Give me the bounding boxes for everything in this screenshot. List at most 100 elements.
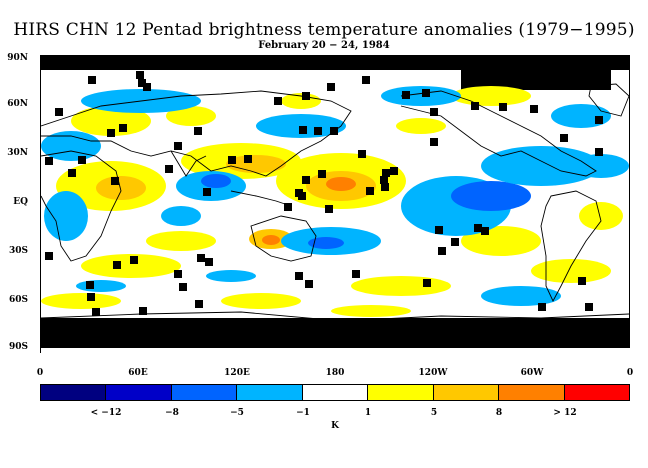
missing-data-square: [86, 281, 94, 289]
colorbar-swatch-5: [368, 385, 434, 400]
missing-data-square: [203, 188, 211, 196]
missing-data-square: [55, 108, 63, 116]
missing-data-square: [107, 129, 115, 137]
missing-data-square: [302, 92, 310, 100]
lat-label-90s: 90S: [8, 342, 28, 352]
missing-data-square: [197, 254, 205, 262]
colorbar-swatch-0: [41, 385, 107, 400]
missing-data-square: [380, 176, 388, 184]
colorbar-label-5: 5: [430, 408, 438, 418]
lon-label-120w: 120W: [418, 368, 448, 378]
missing-data-square: [274, 97, 282, 105]
lat-label-90n: 90N: [7, 53, 28, 63]
missing-data-square: [451, 238, 459, 246]
missing-data-square: [481, 227, 489, 235]
missing-data-square: [422, 89, 430, 97]
missing-data-squares: [45, 71, 603, 316]
missing-data-square: [130, 256, 138, 264]
missing-data-square: [595, 116, 603, 124]
lon-label-120e: 120E: [224, 368, 250, 378]
missing-data-square: [244, 155, 252, 163]
x-tick-0: [40, 348, 41, 353]
missing-data-square: [284, 203, 292, 211]
missing-data-square: [474, 224, 482, 232]
missing-data-square: [92, 308, 100, 316]
missing-data-square: [430, 138, 438, 146]
colorbar: [40, 384, 630, 401]
colorbar-label-lt-minus12: < −12: [90, 408, 122, 418]
colorbar-label-minus8: −8: [165, 408, 179, 418]
missing-data-square: [325, 205, 333, 213]
missing-data-square: [499, 103, 507, 111]
missing-data-square: [423, 279, 431, 287]
colorbar-swatch-3: [237, 385, 303, 400]
missing-data-square: [45, 157, 53, 165]
missing-data-square: [560, 134, 568, 142]
lon-label-180: 180: [325, 368, 345, 378]
colorbar-unit: K: [331, 421, 339, 431]
anomaly-map-canvas: [41, 56, 629, 347]
missing-data-square: [87, 293, 95, 301]
anomaly-patches: [41, 86, 629, 317]
colorbar-swatch-8: [564, 385, 629, 400]
missing-data-square: [358, 150, 366, 158]
colorbar-swatch-6: [433, 385, 500, 400]
colorbar-label-8: 8: [495, 408, 503, 418]
missing-data-square: [438, 247, 446, 255]
lon-label-0-end: 0: [626, 368, 634, 378]
missing-data-square: [402, 91, 410, 99]
missing-data-square: [139, 307, 147, 315]
lon-label-0: 0: [36, 368, 44, 378]
missing-data-square: [362, 76, 370, 84]
lat-label-60n: 60N: [7, 99, 28, 109]
missing-data-square: [530, 105, 538, 113]
missing-data-square: [68, 169, 76, 177]
missing-data-square: [119, 124, 127, 132]
lon-label-60e: 60E: [128, 368, 148, 378]
missing-data-square: [595, 148, 603, 156]
lat-label-30n: 30N: [7, 148, 28, 158]
missing-data-square: [174, 270, 182, 278]
colorbar-label-gt-12: > 12: [553, 408, 577, 418]
missing-data-square: [228, 156, 236, 164]
missing-data-square: [330, 127, 338, 135]
colorbar-label-minus1: −1: [296, 408, 310, 418]
colorbar-swatch-2: [171, 385, 238, 400]
missing-data-square: [585, 303, 593, 311]
arctic-missing-patch: [461, 68, 611, 90]
south-pole-missing: [41, 318, 629, 347]
missing-data-square: [299, 126, 307, 134]
lat-label-60s: 60S: [8, 295, 28, 305]
missing-data-square: [318, 170, 326, 178]
colorbar-swatch-1: [106, 385, 172, 400]
missing-data-square: [113, 261, 121, 269]
missing-data-square: [302, 176, 310, 184]
missing-data-square: [111, 177, 119, 185]
missing-data-square: [305, 280, 313, 288]
missing-data-square: [314, 127, 322, 135]
chart-title: HIRS CHN 12 Pentad brightness temperatur…: [13, 20, 635, 40]
anomaly-map: [40, 55, 630, 348]
colorbar-label-minus5: −5: [230, 408, 244, 418]
chart-subtitle: February 20 − 24, 1984: [258, 40, 390, 51]
missing-data-square: [195, 300, 203, 308]
lat-label-eq: EQ: [13, 197, 28, 207]
missing-data-square: [138, 79, 146, 87]
north-pole-missing: [41, 56, 629, 70]
missing-data-square: [352, 270, 360, 278]
lon-label-60w: 60W: [520, 368, 544, 378]
missing-data-square: [143, 83, 151, 91]
missing-data-square: [381, 183, 389, 191]
missing-data-square: [174, 142, 182, 150]
missing-data-square: [471, 102, 479, 110]
missing-data-square: [295, 189, 303, 197]
missing-data-square: [435, 226, 443, 234]
missing-data-square: [205, 258, 213, 266]
lat-label-30s: 30S: [8, 246, 28, 256]
missing-data-square: [179, 283, 187, 291]
missing-data-square: [390, 167, 398, 175]
missing-data-square: [327, 83, 335, 91]
missing-data-square: [78, 156, 86, 164]
missing-data-square: [538, 303, 546, 311]
missing-data-square: [194, 127, 202, 135]
